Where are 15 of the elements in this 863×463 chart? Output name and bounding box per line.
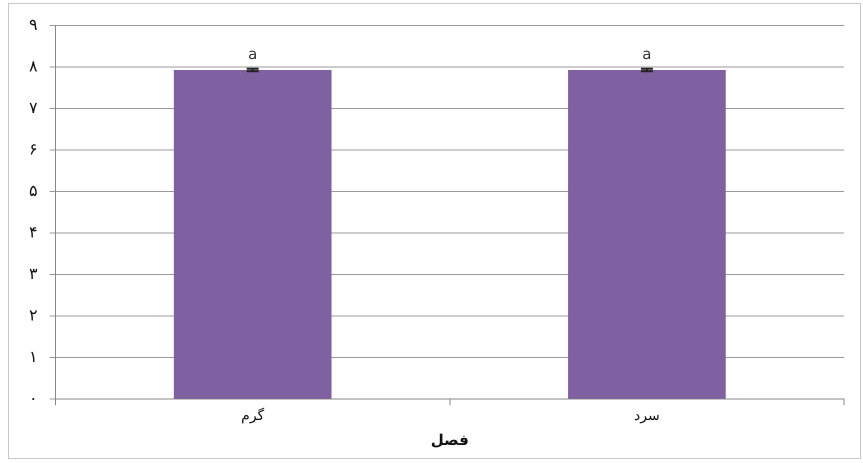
y-tick-label: ۸ bbox=[29, 56, 38, 76]
y-tick-label: ۶ bbox=[29, 139, 38, 158]
x-tick-label: سرد bbox=[634, 408, 660, 424]
y-tick-label: ۹ bbox=[29, 14, 38, 34]
annotation: a bbox=[642, 45, 652, 64]
y-tick-label: ۰ bbox=[29, 388, 38, 408]
y-tick-label: ۵ bbox=[29, 180, 38, 200]
y-tick-label: ۱ bbox=[29, 346, 38, 366]
y-tick-label: ۳ bbox=[29, 264, 38, 283]
y-tick-label: ۷ bbox=[29, 98, 38, 117]
annotation: a bbox=[248, 45, 258, 64]
x-tick-label: گرم bbox=[241, 407, 265, 424]
x-axis-title: فصل bbox=[430, 430, 469, 449]
y-tick-label: ۲ bbox=[29, 305, 38, 324]
y-tick-label: ۴ bbox=[29, 222, 38, 242]
